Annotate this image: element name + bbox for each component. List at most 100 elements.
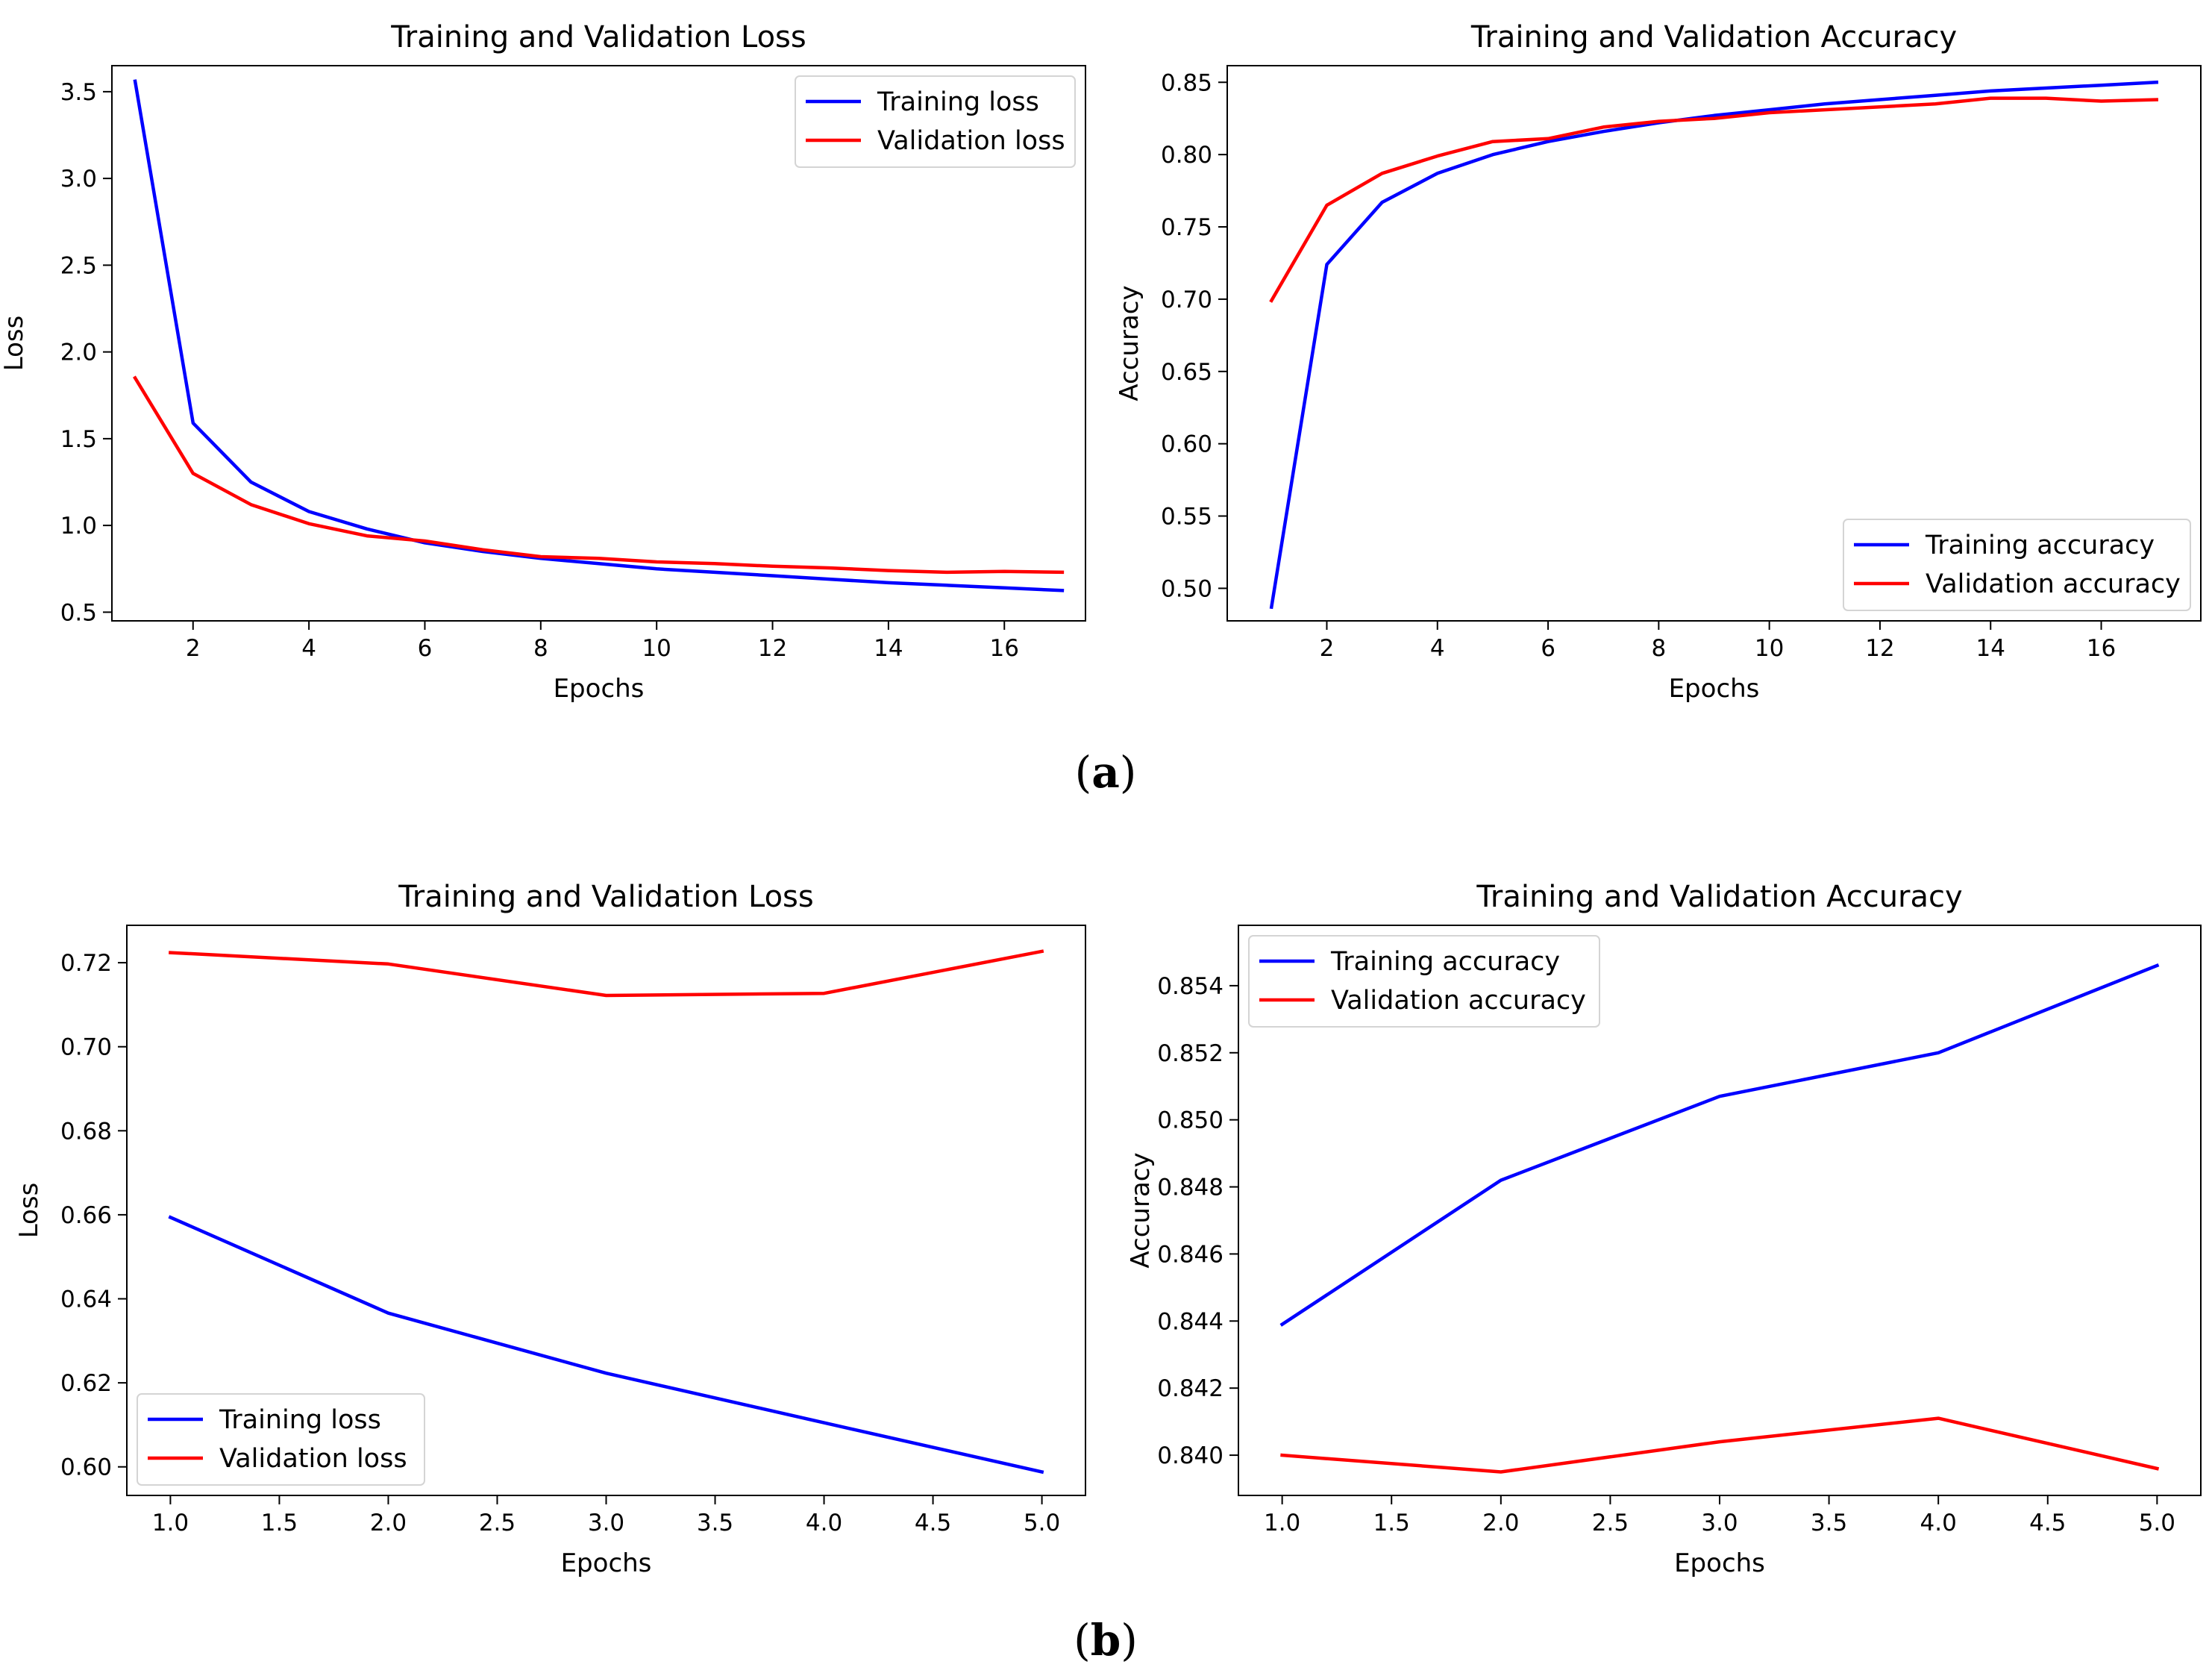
y-tick-label: 3.0 <box>60 166 97 193</box>
y-tick-label: 0.848 <box>1157 1175 1224 1201</box>
x-tick-label: 2.5 <box>479 1510 516 1536</box>
legend-label-validation-loss: Validation loss <box>877 126 1065 156</box>
x-tick-label: 16 <box>2087 635 2116 662</box>
x-tick-label: 3.0 <box>1701 1510 1738 1536</box>
y-tick-label: 3.5 <box>60 79 97 106</box>
x-tick-label: 14 <box>1976 635 2005 662</box>
y-tick-label: 0.840 <box>1157 1442 1224 1469</box>
x-tick-label: 8 <box>533 635 548 662</box>
legend: Training accuracy Validation accuracy <box>1843 519 2191 611</box>
y-tick-label: 2.5 <box>60 252 97 279</box>
series-line-training-accuracy <box>1269 80 2159 610</box>
chart-title: Training and Validation Accuracy <box>1476 880 1962 914</box>
y-tick-label: 0.70 <box>60 1034 112 1061</box>
x-tick-label: 6 <box>1541 635 1555 662</box>
caption-b-letter: b <box>1091 1615 1121 1666</box>
legend-box <box>1843 519 2191 611</box>
y-tick-label: 2.0 <box>60 340 97 366</box>
chart-b-training-validation-loss: 1.0 1.5 2.0 2.5 3.0 3.5 4.0 4.5 5.0 0.60 0.62 0.64 0… <box>14 880 1086 1578</box>
series-line-training-loss <box>133 79 1065 593</box>
y-tick-label: 0.852 <box>1157 1040 1224 1067</box>
x-tick-label: 5.0 <box>1024 1510 1060 1536</box>
legend-label-training-loss: Training loss <box>219 1405 381 1435</box>
series-line-validation-accuracy <box>1280 1416 2160 1474</box>
y-tick-label: 0.68 <box>60 1118 112 1145</box>
legend-box <box>137 1393 425 1486</box>
x-tick-label: 2.0 <box>370 1510 407 1536</box>
x-tick-label: 1.5 <box>261 1510 298 1536</box>
legend-label-validation-accuracy: Validation accuracy <box>1926 569 2181 599</box>
y-tick-label: 0.60 <box>1161 431 1212 458</box>
y-axis-label: Loss <box>14 1183 44 1239</box>
y-tick-label: 0.64 <box>60 1286 112 1313</box>
plot-area-frame <box>111 65 1086 622</box>
x-tick-label: 10 <box>642 635 671 662</box>
y-tick-label: 0.85 <box>1161 69 1212 96</box>
x-tick-label: 4.0 <box>1920 1510 1957 1536</box>
y-tick-label: 0.5 <box>60 599 97 626</box>
caption-a-letter: a <box>1091 747 1120 798</box>
chart-a-training-validation-loss: 2 4 6 8 10 12 14 16 0.5 1.0 1.5 2.0 2.5 3.0 3.5 Trainin… <box>0 20 1086 704</box>
x-tick-label: 3.5 <box>1811 1510 1847 1536</box>
y-tick-label: 0.70 <box>1161 287 1212 313</box>
y-tick-label: 0.50 <box>1161 575 1212 602</box>
y-tick-label: 0.65 <box>1161 359 1212 386</box>
x-tick-label: 1.0 <box>152 1510 189 1536</box>
y-tick-label: 0.842 <box>1157 1375 1224 1402</box>
legend-label-validation-accuracy: Validation accuracy <box>1331 986 1586 1016</box>
y-tick-label: 1.0 <box>60 513 97 540</box>
x-tick-label: 8 <box>1651 635 1666 662</box>
x-axis-label: Epochs <box>561 1548 652 1578</box>
x-tick-label: 1.0 <box>1264 1510 1300 1536</box>
x-tick-label: 1.5 <box>1373 1510 1410 1536</box>
x-tick-label: 3.0 <box>588 1510 624 1536</box>
y-tick-label: 0.72 <box>60 950 112 977</box>
y-tick-label: 1.5 <box>60 426 97 453</box>
legend-label-validation-loss: Validation loss <box>219 1444 407 1474</box>
plot-area-frame <box>1226 65 2202 622</box>
y-tick-label: 0.850 <box>1157 1107 1224 1134</box>
chart-b-training-validation-accuracy: 1.0 1.5 2.0 2.5 3.0 3.5 4.0 4.5 5.0 0.840 0.842 0.8… <box>1126 880 2202 1578</box>
y-tick-label: 0.62 <box>60 1370 112 1397</box>
chart-title: Training and Validation Accuracy <box>1470 20 1957 54</box>
series-line-training-accuracy <box>1279 963 2160 1327</box>
y-axis-label: Accuracy <box>1115 285 1144 401</box>
x-tick-label: 12 <box>758 635 787 662</box>
legend-label-training-accuracy: Training accuracy <box>1925 531 2155 560</box>
y-tick-label: 0.854 <box>1157 973 1224 1000</box>
y-tick-label: 0.66 <box>60 1202 112 1229</box>
x-tick-label: 14 <box>874 635 903 662</box>
x-tick-label: 12 <box>1865 635 1894 662</box>
x-tick-label: 4.5 <box>915 1510 951 1536</box>
y-axis-label: Accuracy <box>1126 1152 1156 1268</box>
x-tick-label: 2.5 <box>1592 1510 1629 1536</box>
x-tick-label: 16 <box>990 635 1019 662</box>
legend: Training loss Validation loss <box>795 75 1076 168</box>
x-tick-label: 2.0 <box>1482 1510 1519 1536</box>
chart-title: Training and Validation Loss <box>390 20 806 54</box>
series-line-validation-accuracy <box>1269 96 2159 303</box>
x-axis-label: Epochs <box>554 674 645 704</box>
caption-b: (b) <box>1074 1615 1138 1666</box>
y-tick-label: 0.60 <box>60 1454 112 1481</box>
y-axis-label: Loss <box>0 316 29 372</box>
y-tick-label: 0.75 <box>1161 214 1212 241</box>
x-tick-label: 6 <box>418 635 433 662</box>
x-tick-label: 4.5 <box>2029 1510 2066 1536</box>
x-tick-label: 10 <box>1755 635 1784 662</box>
x-axis-label: Epochs <box>1669 674 1760 704</box>
chart-title: Training and Validation Loss <box>398 880 813 914</box>
y-tick-label: 0.846 <box>1157 1241 1224 1268</box>
legend: Training loss Validation loss <box>137 1393 425 1486</box>
y-tick-label: 0.844 <box>1157 1308 1224 1335</box>
legend-label-training-loss: Training loss <box>877 87 1039 117</box>
x-tick-label: 2 <box>1320 635 1335 662</box>
legend: Training accuracy Validation accuracy <box>1248 935 1600 1028</box>
series-line-validation-loss <box>133 375 1065 575</box>
x-tick-label: 4.0 <box>806 1510 842 1536</box>
series-line-training-loss <box>168 1215 1044 1475</box>
legend-label-training-accuracy: Training accuracy <box>1330 947 1560 977</box>
x-tick-label: 4 <box>301 635 316 662</box>
x-axis-label: Epochs <box>1674 1548 1765 1578</box>
